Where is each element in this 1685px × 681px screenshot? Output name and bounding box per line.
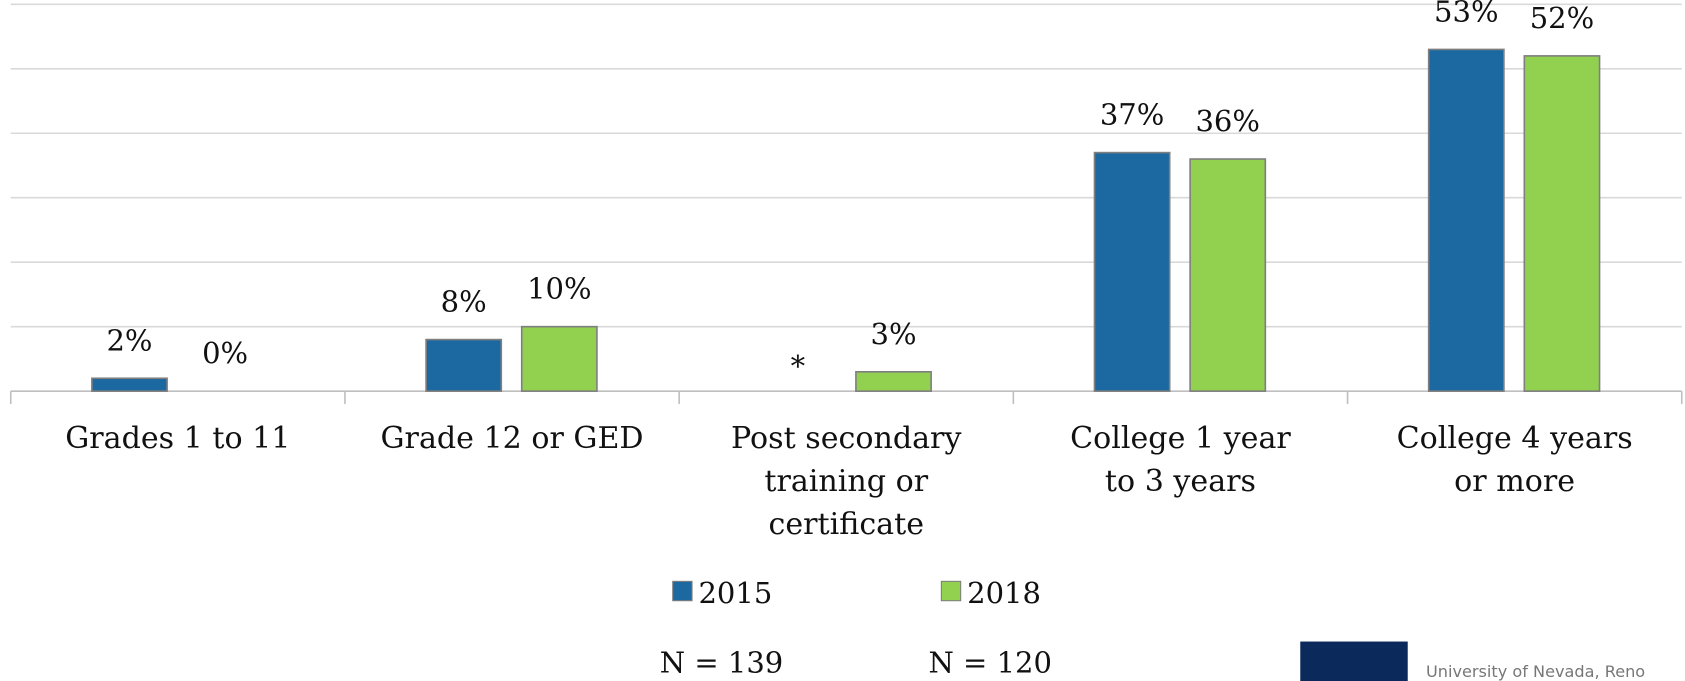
bar bbox=[1427, 48, 1505, 392]
bar bbox=[1093, 151, 1171, 392]
legend-label: 2018 bbox=[967, 576, 1041, 610]
logo-text: University of Nevada, Reno bbox=[1426, 662, 1645, 681]
data-label: 53% bbox=[1434, 0, 1498, 28]
x-tick-label: Post secondary training or certificate bbox=[731, 420, 962, 542]
data-label: 2% bbox=[106, 323, 152, 357]
legend-swatch bbox=[672, 580, 693, 602]
bar bbox=[855, 371, 932, 392]
bar bbox=[1523, 55, 1601, 392]
data-label: 37% bbox=[1100, 98, 1164, 132]
data-label: * bbox=[791, 349, 806, 383]
bar bbox=[520, 325, 598, 392]
data-label: 52% bbox=[1530, 1, 1594, 35]
legend-label: 2015 bbox=[698, 576, 772, 610]
x-tick-label: Grades 1 to 11 bbox=[65, 420, 291, 456]
logo-mark bbox=[1300, 641, 1408, 681]
legend-note: N = 139 bbox=[660, 646, 783, 680]
x-tick-label: College 4 years or more bbox=[1396, 420, 1633, 499]
bar bbox=[425, 338, 503, 392]
legend-swatch bbox=[940, 580, 962, 602]
bar bbox=[1189, 158, 1267, 392]
data-label: 3% bbox=[871, 317, 917, 351]
data-label: 10% bbox=[527, 272, 591, 306]
data-label: 8% bbox=[441, 285, 487, 319]
bar bbox=[91, 377, 168, 392]
x-tick-label: Grade 12 or GED bbox=[380, 420, 644, 456]
data-label: 36% bbox=[1195, 104, 1259, 138]
x-tick-label: College 1 year to 3 years bbox=[1070, 420, 1291, 499]
data-label: 0% bbox=[202, 336, 248, 370]
legend-note: N = 120 bbox=[928, 646, 1051, 680]
